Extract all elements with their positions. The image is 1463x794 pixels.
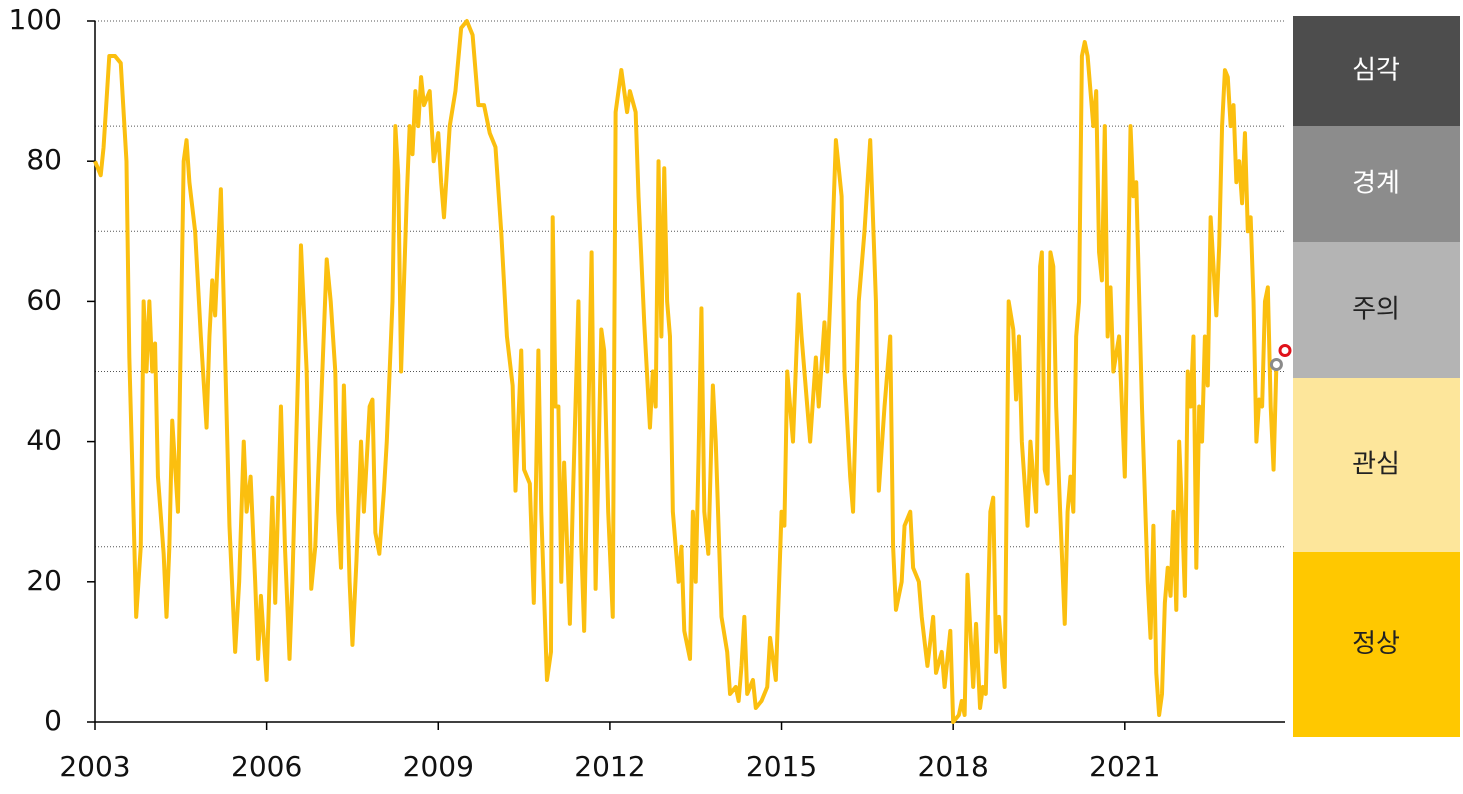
level-band xyxy=(1293,242,1460,378)
y-tick-label: 80 xyxy=(26,143,62,176)
x-tick-label: 2021 xyxy=(1089,750,1160,783)
x-tick-label: 2003 xyxy=(59,750,130,783)
level-label: 주의 xyxy=(1352,295,1400,325)
level-band xyxy=(1293,552,1460,737)
y-tick-label: 0 xyxy=(44,704,62,737)
level-band xyxy=(1293,126,1460,242)
x-tick-label: 2009 xyxy=(403,750,474,783)
x-tick-label: 2018 xyxy=(918,750,989,783)
x-tick-label: 2015 xyxy=(746,750,817,783)
level-label: 정상 xyxy=(1352,629,1400,659)
x-tick-label: 2006 xyxy=(231,750,302,783)
level-label: 심각 xyxy=(1352,56,1400,86)
y-tick-label: 60 xyxy=(26,283,62,316)
end-marker xyxy=(1269,357,1283,371)
x-tick-label: 2012 xyxy=(574,750,645,783)
end-marker xyxy=(1278,343,1292,357)
level-label: 경계 xyxy=(1352,169,1400,199)
level-band xyxy=(1293,16,1460,126)
y-tick-label: 20 xyxy=(26,564,62,597)
y-tick-label: 100 xyxy=(9,3,62,36)
level-label: 관심 xyxy=(1352,450,1400,480)
y-tick-label: 40 xyxy=(26,424,62,457)
level-band xyxy=(1293,378,1460,552)
data-line xyxy=(93,19,1279,724)
